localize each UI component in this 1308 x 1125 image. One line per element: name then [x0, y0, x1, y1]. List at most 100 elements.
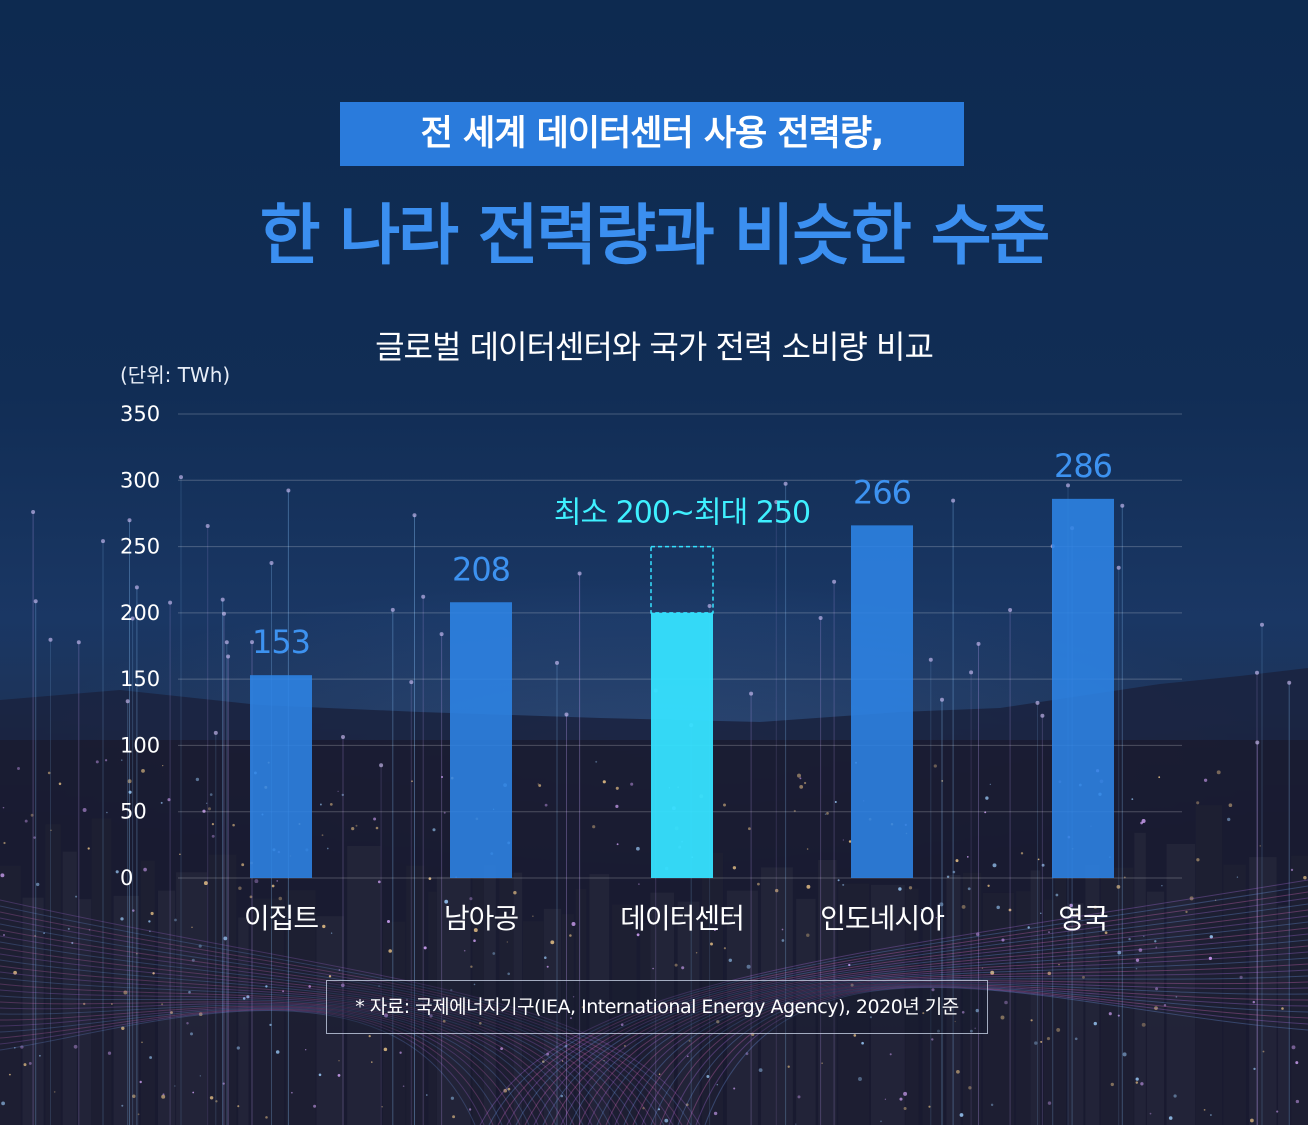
flow-curve: [614, 969, 1308, 1125]
building: [347, 846, 381, 1125]
flow-curve: [0, 947, 629, 1125]
city-light: [969, 1029, 973, 1033]
city-light: [3, 841, 6, 845]
city-light: [368, 1034, 371, 1038]
strand-node: [1287, 680, 1292, 685]
building: [1291, 855, 1308, 1125]
city-light: [681, 966, 685, 970]
strand-node: [783, 481, 788, 486]
data-flow-curves: [0, 879, 1308, 1125]
city-light: [179, 853, 181, 856]
city-light: [1138, 948, 1143, 952]
building: [1085, 864, 1100, 1125]
strand-node: [31, 510, 36, 514]
city-light: [1110, 1082, 1114, 1087]
building: [838, 883, 870, 1125]
city-light: [338, 1060, 340, 1062]
city-light: [450, 1096, 455, 1100]
city-light: [903, 1091, 908, 1096]
city-light: [1140, 1082, 1144, 1086]
city-light: [167, 798, 171, 802]
city-light: [399, 1051, 402, 1054]
city-light: [209, 793, 213, 796]
building: [946, 875, 961, 1125]
city-light: [192, 1091, 195, 1094]
city-light: [889, 1053, 892, 1056]
city-light: [806, 933, 810, 937]
range-label: 최소 200~최대 250: [554, 496, 810, 531]
city-light: [733, 1087, 736, 1090]
city-light: [104, 759, 108, 762]
value-label: 266: [853, 473, 911, 511]
city-light: [1074, 1037, 1078, 1041]
flow-curve: [0, 1002, 539, 1125]
flow-curve: [650, 983, 1308, 1125]
source-box: [326, 980, 988, 1034]
city-light: [1056, 1027, 1061, 1032]
flow-curve: [0, 959, 611, 1125]
city-light: [211, 834, 215, 838]
strand-node: [774, 500, 779, 504]
city-light: [121, 759, 123, 761]
city-light: [1281, 1007, 1284, 1010]
flow-curve: [0, 953, 620, 1125]
strand-node: [412, 513, 417, 518]
city-light: [237, 1105, 240, 1108]
city-light: [981, 967, 984, 969]
city-light: [378, 985, 381, 988]
city-light: [386, 919, 391, 924]
city-light: [478, 1021, 482, 1025]
city-light: [1276, 1110, 1279, 1113]
city-light: [806, 884, 811, 889]
strand-node: [1040, 713, 1045, 718]
city-light: [861, 1041, 864, 1045]
city-light: [560, 1094, 564, 1098]
city-light: [329, 803, 333, 806]
city-light: [321, 834, 324, 837]
city-light: [17, 767, 20, 770]
city-light: [308, 985, 312, 988]
city-light: [636, 846, 640, 851]
city-light: [1076, 913, 1079, 916]
city-light: [1004, 1000, 1008, 1005]
strand-node: [1255, 740, 1260, 745]
city-light: [202, 809, 206, 813]
city-light: [728, 958, 733, 963]
city-light: [1291, 1045, 1296, 1050]
city-light: [1048, 931, 1050, 933]
city-light: [275, 1050, 280, 1054]
city-light: [1215, 899, 1217, 901]
city-light: [1135, 1077, 1139, 1081]
y-tick-label: 350: [120, 402, 160, 426]
city-light: [206, 802, 208, 804]
city-light: [269, 1023, 272, 1027]
city-light: [1228, 803, 1233, 807]
building: [406, 865, 425, 1125]
city-light: [922, 1012, 925, 1015]
city-light: [1000, 1015, 1005, 1020]
building: [1195, 805, 1223, 1125]
city-light: [795, 1123, 797, 1125]
city-light: [338, 969, 341, 971]
flow-curve: [686, 986, 1308, 1125]
city-light: [869, 1016, 872, 1019]
city-light: [377, 880, 381, 884]
city-light: [746, 964, 751, 969]
flow-curve: [0, 1004, 530, 1125]
strand-node: [409, 680, 414, 685]
city-light: [757, 882, 760, 886]
flow-curve: [659, 984, 1308, 1125]
strand-node: [1035, 700, 1040, 705]
city-light: [1290, 868, 1294, 872]
city-light: [1209, 935, 1213, 939]
flow-curve: [479, 879, 1308, 1125]
city-light: [123, 990, 128, 995]
city-light: [128, 790, 132, 794]
flow-curve: [0, 905, 692, 1125]
city-light: [50, 829, 52, 831]
city-light: [1135, 1081, 1139, 1084]
city-light: [899, 1097, 903, 1101]
building: [612, 904, 637, 1125]
strand-node: [940, 697, 944, 702]
